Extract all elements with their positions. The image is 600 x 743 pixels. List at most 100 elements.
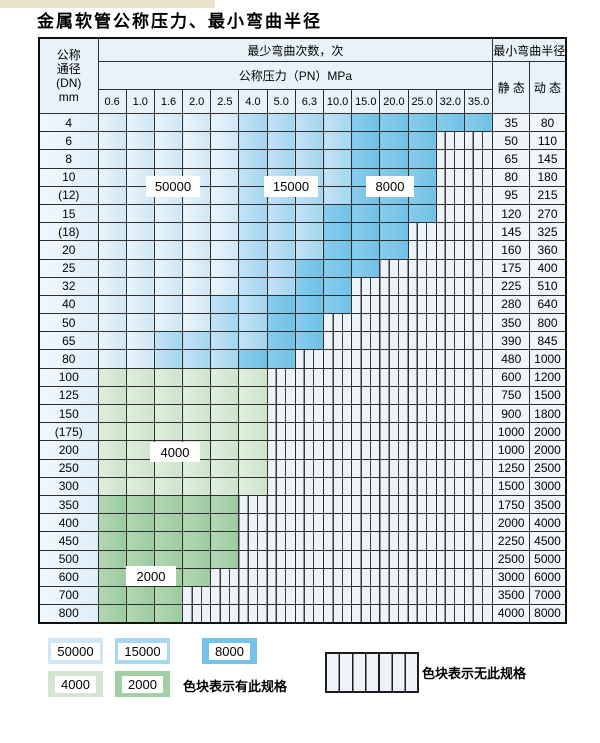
spec-cell-15000 bbox=[238, 112, 268, 133]
no-spec-cell bbox=[266, 549, 296, 569]
spec-cell-50000 bbox=[182, 112, 212, 133]
no-spec-cell bbox=[379, 567, 409, 587]
spec-cell-15000 bbox=[238, 185, 268, 205]
spec-cell-50000 bbox=[182, 240, 212, 260]
static-radius-value: 80 bbox=[492, 167, 531, 187]
spec-cell-50000 bbox=[210, 276, 240, 296]
static-radius-value: 350 bbox=[492, 313, 531, 333]
dn-label: 50 bbox=[38, 313, 99, 333]
spec-table-wrap: 公称 通径 (DN) mm 最少弯曲次数，次 最小弯曲半径 公称压力（PN）MPa 静… bbox=[38, 37, 567, 624]
dynamic-radius-value: 4500 bbox=[529, 531, 567, 551]
spec-cell-50000 bbox=[125, 240, 155, 260]
no-spec-cell bbox=[379, 349, 409, 369]
spec-cell-8000 bbox=[351, 131, 381, 151]
pressure-tick: 1.0 bbox=[125, 89, 155, 114]
dynamic-radius-value: 1000 bbox=[529, 349, 567, 369]
no-spec-cell bbox=[351, 476, 381, 496]
spec-table: 公称 通径 (DN) mm 最少弯曲次数，次 最小弯曲半径 公称压力（PN）MPa 静… bbox=[38, 37, 567, 624]
static-radius-value: 3500 bbox=[492, 585, 531, 606]
dynamic-radius-value: 2500 bbox=[529, 458, 567, 478]
no-spec-cell bbox=[463, 549, 494, 569]
pressure-tick: 2.5 bbox=[210, 89, 240, 114]
spec-cell-50000 bbox=[97, 294, 127, 315]
spec-cell-2000 bbox=[153, 494, 184, 515]
spec-cell-8000 bbox=[238, 349, 268, 369]
spec-cell-2000 bbox=[97, 494, 127, 515]
no-spec-cell bbox=[463, 476, 494, 496]
spec-cell-8000 bbox=[379, 112, 409, 133]
dynamic-radius-value: 2000 bbox=[529, 440, 567, 460]
table-row: 25 175 400 bbox=[38, 258, 567, 278]
table-row: 65 390 845 bbox=[38, 331, 567, 351]
static-radius-value: 3000 bbox=[492, 567, 531, 587]
spec-cell-15000 bbox=[238, 131, 268, 151]
no-spec-cell bbox=[294, 440, 325, 460]
no-spec-cell bbox=[238, 531, 268, 551]
no-spec-cell bbox=[435, 549, 465, 569]
spec-cell-15000 bbox=[238, 258, 268, 278]
spec-cell-15000 bbox=[210, 313, 240, 333]
no-spec-cell bbox=[435, 203, 465, 224]
no-spec-cell bbox=[182, 585, 212, 606]
spec-cell-50000 bbox=[210, 222, 240, 242]
static-radius-value: 120 bbox=[492, 203, 531, 224]
no-spec-cell bbox=[322, 513, 353, 533]
no-spec-cell bbox=[435, 385, 465, 406]
no-spec-cell bbox=[322, 476, 353, 496]
no-spec-cell bbox=[435, 222, 465, 242]
no-spec-cell bbox=[379, 531, 409, 551]
spec-cell-50000 bbox=[97, 167, 127, 187]
spec-cell-15000 bbox=[238, 240, 268, 260]
legend-swatch-2000: 2000 bbox=[115, 671, 170, 697]
static-radius-value: 1250 bbox=[492, 458, 531, 478]
dn-label: 20 bbox=[38, 240, 99, 260]
no-spec-cell bbox=[322, 458, 353, 478]
dynamic-radius-value: 3000 bbox=[529, 476, 567, 496]
header-row-1: 公称 通径 (DN) mm 最少弯曲次数，次 最小弯曲半径 bbox=[38, 37, 567, 114]
spec-cell-8000 bbox=[266, 313, 296, 333]
spec-cell-8000 bbox=[294, 313, 325, 333]
spec-cell-8000 bbox=[322, 240, 353, 260]
spec-cell-50000 bbox=[210, 131, 240, 151]
no-spec-cell bbox=[322, 331, 353, 351]
no-spec-cell bbox=[266, 385, 296, 406]
spec-cell-2000 bbox=[210, 513, 240, 533]
pressure-tick: 20.0 bbox=[379, 89, 409, 114]
spec-cell-50000 bbox=[97, 149, 127, 169]
no-spec-cell bbox=[351, 549, 381, 569]
cycles-header: 最少弯曲次数，次 bbox=[97, 37, 494, 62]
no-spec-cell bbox=[435, 149, 465, 169]
no-spec-cell bbox=[435, 585, 465, 606]
spec-cell-50000 bbox=[97, 203, 127, 224]
spec-cell-15000 bbox=[238, 294, 268, 315]
static-radius-value: 2500 bbox=[492, 549, 531, 569]
no-spec-cell bbox=[294, 513, 325, 533]
no-spec-cell bbox=[379, 258, 409, 278]
no-spec-cell bbox=[322, 494, 353, 515]
no-spec-cell bbox=[210, 567, 240, 587]
spec-cell-4000 bbox=[125, 385, 155, 406]
spec-cell-4000 bbox=[182, 476, 212, 496]
no-spec-cell bbox=[351, 349, 381, 369]
dn-header: 公称 通径 (DN) mm bbox=[38, 37, 99, 114]
no-spec-cell bbox=[238, 567, 268, 587]
no-spec-cell bbox=[463, 367, 494, 387]
no-spec-cell bbox=[266, 422, 296, 442]
dynamic-radius-value: 110 bbox=[529, 131, 567, 151]
dynamic-radius-value: 270 bbox=[529, 203, 567, 224]
dynamic-radius-value: 4000 bbox=[529, 513, 567, 533]
no-spec-cell bbox=[407, 313, 437, 333]
no-spec-cell bbox=[294, 604, 325, 624]
no-spec-cell bbox=[463, 331, 494, 351]
zone-label-15000: 15000 bbox=[264, 176, 318, 197]
static-radius-value: 1500 bbox=[492, 476, 531, 496]
no-spec-cell bbox=[435, 531, 465, 551]
no-spec-cell bbox=[294, 367, 325, 387]
no-spec-cell bbox=[463, 567, 494, 587]
no-spec-cell bbox=[407, 440, 437, 460]
static-radius-value: 4000 bbox=[492, 604, 531, 624]
spec-cell-50000 bbox=[153, 276, 184, 296]
zone-label-4000: 4000 bbox=[150, 442, 200, 462]
spec-cell-8000 bbox=[379, 240, 409, 260]
no-spec-cell bbox=[351, 513, 381, 533]
